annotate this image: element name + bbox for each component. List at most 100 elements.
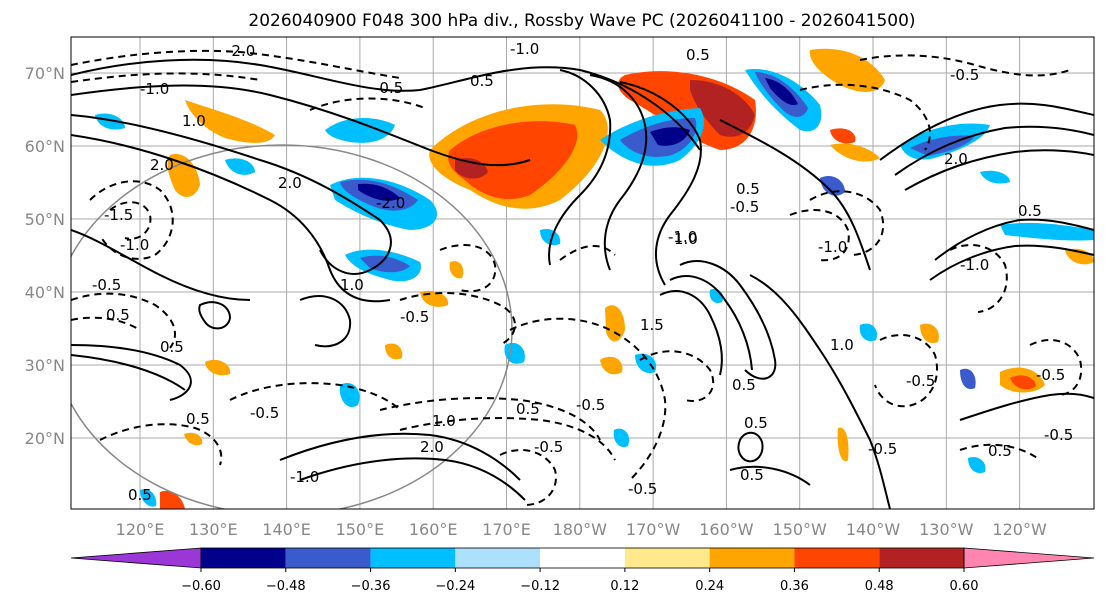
lon-label: 150°W	[773, 520, 828, 539]
contour-label: -0.5	[868, 440, 897, 458]
lon-label: 140°W	[846, 520, 901, 539]
colorbar-ticks: −0.60 −0.48 −0.36 −0.24 −0.12 0.12 0.24 0.36 0.4…	[181, 568, 978, 594]
contour-line	[71, 316, 141, 331]
contour-label: -0.5	[628, 480, 657, 498]
lon-label: 160°E	[409, 520, 458, 539]
shade-negative	[650, 127, 690, 146]
contour-label: -1.0	[120, 236, 149, 254]
contour-label: 0.5	[686, 46, 710, 64]
figure-title: 2026040900 F048 300 hPa div., Rossby Wav…	[248, 11, 915, 31]
contour-label: -1.0	[960, 256, 989, 274]
lon-label: 140°E	[262, 520, 311, 539]
shade-negative	[358, 183, 400, 201]
colorbar-segment	[709, 548, 795, 568]
colorbar-segment	[370, 548, 456, 568]
shade-positive	[385, 343, 403, 360]
shade-positive	[167, 154, 200, 197]
shade-positive	[449, 261, 464, 279]
contours-positive	[71, 58, 1094, 509]
contour-label: -0.5	[1044, 426, 1073, 444]
shade-positive	[160, 490, 185, 509]
contour-line	[279, 432, 521, 481]
contour-label: -1.0	[818, 238, 847, 256]
contour-line	[99, 423, 223, 466]
contour-label: 1.5	[640, 316, 664, 334]
lon-label: 180°W	[553, 520, 608, 539]
contour-label: -0.5	[576, 396, 605, 414]
shade-positive	[690, 80, 755, 137]
shade-negative	[960, 368, 976, 390]
contour-label: -1.0	[668, 228, 697, 246]
contour-label: 0.5	[744, 414, 768, 432]
shade-positive	[1010, 375, 1036, 390]
shade-positive	[605, 305, 625, 342]
contour-line	[71, 292, 176, 349]
colorbar-extend-low	[70, 547, 202, 569]
contour-label: 2.0	[150, 156, 174, 174]
contour-line	[71, 72, 261, 83]
contour-line	[71, 58, 701, 151]
shade-positive	[830, 143, 880, 162]
lon-label: 120°W	[992, 520, 1047, 539]
divergence-shading	[95, 48, 1094, 509]
shade-positive	[830, 128, 856, 144]
contour-label: -0.5	[374, 79, 403, 97]
colorbar-segment	[624, 548, 710, 568]
contour-line	[904, 149, 1094, 191]
shade-negative	[540, 228, 561, 246]
contour-label: 2.0	[944, 150, 968, 168]
colorbar-tick-label: 0.24	[695, 579, 724, 594]
contour-label: -1.0	[290, 468, 319, 486]
colorbar-tick-label: 0.12	[610, 579, 639, 594]
contour-label: 1.0	[182, 112, 206, 130]
lat-label: 40°N	[25, 283, 65, 302]
lon-label: 130°W	[919, 520, 974, 539]
contour-label: -1.0	[140, 80, 169, 98]
contour-label: 0.5	[1018, 202, 1042, 220]
contour-line	[949, 244, 1008, 313]
contour-label: -0.5	[730, 198, 759, 216]
contour-line	[229, 382, 401, 411]
shade-positive	[205, 359, 231, 376]
contour-line	[198, 301, 232, 330]
shade-negative	[140, 489, 157, 507]
contour-labels: -1.0 -2.0 -0.5 0.5 1.0 2.0 -2.0 -0.5 0.5…	[92, 40, 1073, 504]
contour-line	[959, 392, 1094, 421]
contour-line	[71, 229, 251, 301]
contour-line	[719, 119, 871, 271]
lat-label: 70°N	[25, 64, 65, 83]
contour-label: 0.5	[732, 376, 756, 394]
contour-line	[71, 114, 392, 275]
contour-label: 0.5	[470, 72, 494, 90]
lon-label: 160°W	[699, 520, 754, 539]
shade-negative	[635, 353, 657, 374]
contour-label: -1.0	[510, 40, 539, 58]
map-panel: -1.0 -2.0 -0.5 0.5 1.0 2.0 -2.0 -0.5 0.5…	[70, 36, 1095, 510]
contour-label: 1.0	[674, 230, 698, 248]
shade-negative	[968, 456, 986, 474]
contour-line	[399, 292, 516, 346]
colorbar-segment	[455, 548, 541, 568]
latitude-labels: 70°N 60°N 50°N 40°N 30°N 20°N	[25, 64, 65, 448]
contour-label: 2.0	[420, 438, 444, 456]
contour-label: 0.5	[736, 180, 760, 198]
contour-line	[399, 417, 616, 461]
shade-negative	[980, 170, 1010, 184]
contour-label: -1.5	[104, 206, 133, 224]
contour-label: -0.5	[400, 308, 429, 326]
contour-line	[749, 274, 891, 509]
contour-line	[1029, 339, 1083, 396]
contour-label: 1.0	[340, 276, 364, 294]
contour-label: -0.5	[92, 276, 121, 294]
contour-line	[299, 457, 526, 501]
contour-line	[929, 244, 1094, 281]
colorbar-segment	[879, 548, 964, 568]
contour-label: 0.5	[106, 306, 130, 324]
lat-label: 50°N	[25, 210, 65, 229]
contour-line	[309, 97, 426, 111]
contour-line	[679, 260, 777, 380]
colorbar-tick-label: 0.60	[950, 579, 979, 594]
contour-line	[859, 54, 1071, 77]
colorbar-segment	[540, 548, 625, 568]
colorbar-segment	[794, 548, 880, 568]
